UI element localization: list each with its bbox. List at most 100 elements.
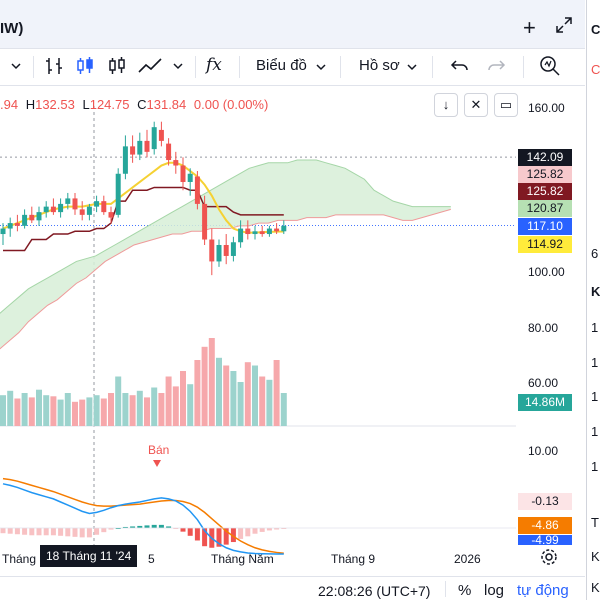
- log-toggle[interactable]: log: [484, 582, 505, 599]
- candle-body: [22, 214, 28, 226]
- toolbar-divider: [432, 56, 433, 78]
- time-label: 2026: [454, 552, 481, 566]
- volume-bar: [93, 395, 100, 426]
- main-chart[interactable]: [0, 86, 516, 576]
- macd-histogram-bar: [29, 528, 35, 536]
- sell-marker-icon: [153, 460, 161, 467]
- price-tick: 80.00: [528, 321, 559, 335]
- sell-signal-label: Bán: [148, 443, 170, 457]
- candle-body: [58, 203, 64, 213]
- ohlc-legend: .94 H132.53 L124.75 C131.84 0.00 (0.00%): [0, 97, 268, 112]
- price-tick: 100.00: [528, 265, 565, 279]
- toolbar-divider: [195, 56, 196, 78]
- kijun-line: [3, 186, 284, 252]
- candle-body: [158, 129, 164, 141]
- redo-icon[interactable]: [486, 56, 506, 81]
- cloud-span-a: [0, 159, 451, 314]
- chart-type-chevron-icon[interactable]: [172, 59, 184, 77]
- chevron-down-icon[interactable]: [406, 60, 418, 78]
- quick-search-icon[interactable]: [538, 54, 562, 83]
- macd-tick: 10.00: [528, 444, 559, 458]
- macd-histogram-bar: [216, 528, 222, 547]
- candle-body: [223, 245, 229, 256]
- macd-signal-pill: -4.86: [518, 517, 572, 534]
- chevron-down-icon[interactable]: [315, 60, 327, 78]
- volume-bar: [158, 393, 165, 426]
- auto-scale-toggle[interactable]: tự động: [517, 582, 569, 599]
- expand-icon[interactable]: [555, 16, 573, 39]
- hollow-candle-icon[interactable]: [106, 55, 128, 82]
- candle-body: [274, 228, 280, 232]
- panel-letter: C: [591, 22, 600, 37]
- collapse-icon[interactable]: ✕: [464, 93, 488, 117]
- arrow-down-icon[interactable]: ↓: [434, 93, 458, 117]
- bar-chart-type-icon[interactable]: [44, 55, 66, 82]
- chart-templates-button[interactable]: Biểu đồ: [256, 57, 307, 74]
- candle-body: [94, 201, 100, 207]
- plus-icon[interactable]: +: [523, 15, 536, 40]
- candle-body: [187, 173, 193, 182]
- clock[interactable]: 22:08:26 (UTC+7): [318, 583, 431, 599]
- volume-bar: [136, 390, 143, 426]
- high-value: 132.53: [35, 97, 75, 112]
- panel-letter: C: [591, 62, 600, 77]
- volume-bar: [165, 376, 172, 426]
- macd-histogram-bar: [58, 528, 64, 536]
- profile-button[interactable]: Hồ sơ: [359, 57, 400, 74]
- maximize-icon[interactable]: ▭: [494, 93, 518, 117]
- candle-body: [180, 165, 186, 182]
- macd-histogram-bar: [151, 524, 157, 528]
- volume-bar: [79, 399, 86, 426]
- volume-bar: [280, 393, 287, 426]
- time-label: 5: [148, 552, 155, 566]
- undo-icon[interactable]: [450, 56, 470, 81]
- panel-letter: K: [591, 284, 600, 299]
- macd-histogram-bar: [36, 528, 42, 536]
- indicators-fx-icon[interactable]: fx: [206, 55, 222, 75]
- change-value: 0.00 (0.00%): [193, 97, 269, 112]
- candle-body: [230, 242, 236, 256]
- crosshair-date-label: 18 Tháng 11 '24: [40, 545, 138, 567]
- candle-body: [173, 160, 179, 166]
- macd-histogram-bar: [281, 528, 287, 529]
- macd-histogram-bar: [194, 528, 200, 541]
- macd-histogram-bar: [130, 526, 136, 528]
- candle-body: [0, 228, 6, 235]
- macd-histogram-bar: [187, 528, 193, 536]
- bottom-bar: 22:08:26 (UTC+7) % log tự động: [0, 576, 585, 601]
- volume-bar: [223, 365, 230, 426]
- volume-bar: [129, 395, 136, 426]
- close-label: C: [137, 97, 147, 112]
- chevron-down-icon[interactable]: [10, 59, 22, 77]
- panel-letter: 6: [591, 246, 599, 261]
- macd-histogram-bar: [43, 528, 49, 536]
- panel-letter: K: [591, 580, 600, 595]
- price-scale[interactable]: 160.00 100.00 80.00 60.00 10.00: [516, 86, 584, 576]
- line-chart-type-icon[interactable]: [137, 55, 163, 82]
- volume-bar: [180, 371, 186, 426]
- candle-body: [194, 176, 200, 204]
- candle-body: [50, 206, 56, 213]
- volume-bar: [7, 390, 14, 426]
- settings-gear-icon[interactable]: [540, 548, 558, 571]
- price-pill-ma: 114.92: [518, 236, 572, 253]
- volume-bar: [28, 397, 35, 426]
- candle-chart-type-icon[interactable]: [74, 55, 96, 82]
- candle-body: [65, 198, 71, 204]
- time-label: Tháng Năm: [211, 552, 274, 566]
- volume-bar: [273, 360, 280, 426]
- macd-histogram-bar: [50, 528, 56, 536]
- macd-line: [2, 483, 284, 555]
- macd-histogram-bar: [65, 528, 71, 537]
- candle-body: [252, 231, 258, 235]
- candle-body: [245, 228, 251, 235]
- volume-bar: [50, 396, 57, 426]
- open-value: .94: [0, 97, 19, 112]
- time-axis[interactable]: Tháng 5 Tháng Năm Tháng 9 2026 18 Tháng …: [0, 545, 516, 571]
- volume-bar: [21, 393, 28, 426]
- toolbar-divider: [33, 56, 34, 78]
- price-pill-current: 117.10: [518, 218, 572, 235]
- price-tick: 60.00: [528, 376, 559, 390]
- percent-toggle[interactable]: %: [458, 582, 472, 599]
- candle-body: [43, 206, 49, 213]
